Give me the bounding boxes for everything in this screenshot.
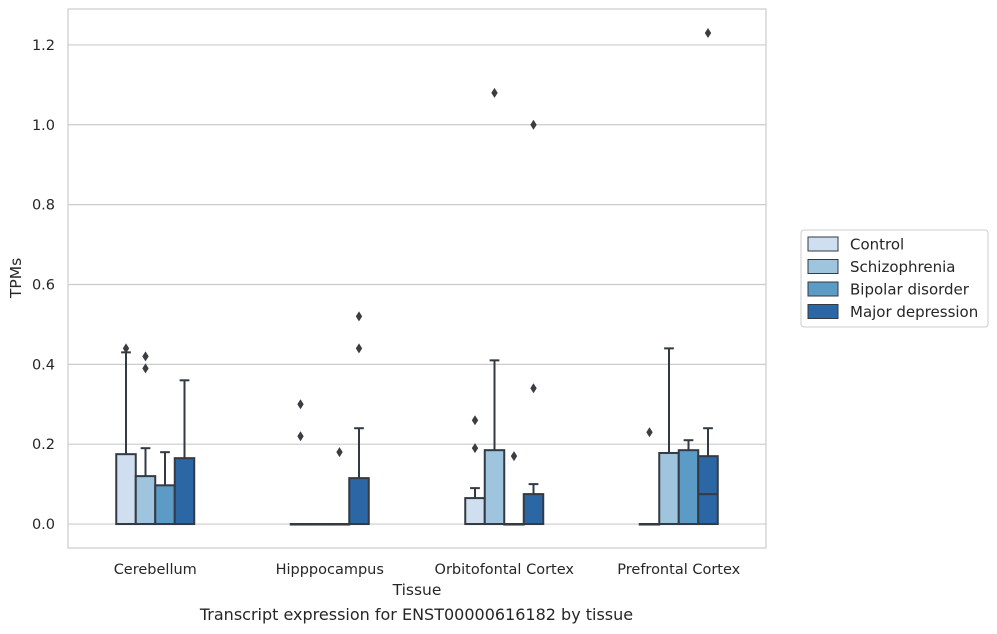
y-tick-label: 0.8 xyxy=(32,198,55,214)
box xyxy=(697,455,719,526)
box xyxy=(658,451,680,526)
outlier-point xyxy=(530,383,537,394)
y-tick-label: 1.2 xyxy=(32,38,55,54)
y-axis-title: TPMs xyxy=(7,258,25,299)
legend-label: Schizophrenia xyxy=(850,258,955,276)
plot-frame xyxy=(67,8,767,549)
legend-swatch xyxy=(807,236,839,252)
box xyxy=(483,449,506,526)
outlier-point xyxy=(355,343,363,354)
x-tick-label: Orbitofontal Cortex xyxy=(435,562,575,578)
x-tick-label: Hipppocampus xyxy=(276,562,384,578)
y-tick-labels: 0.0 0.2 0.4 0.6 0.8 1.0 1.2 xyxy=(32,38,55,533)
legend-swatch xyxy=(807,281,839,297)
outlier-point xyxy=(355,311,363,322)
legend-swatch xyxy=(807,304,839,319)
legend-label: Bipolar disorder xyxy=(850,281,970,299)
legend-label: Control xyxy=(850,236,904,254)
outlier-point xyxy=(530,119,537,130)
y-tick-label: 0.4 xyxy=(32,357,55,373)
outlier-point xyxy=(491,87,498,98)
outlier-point xyxy=(510,451,518,462)
legend-swatch xyxy=(807,259,839,274)
legend-frame xyxy=(800,229,989,328)
outlier-point xyxy=(122,343,130,354)
y-tick-label: 0.6 xyxy=(32,277,55,293)
outlier-point xyxy=(704,27,712,38)
outlier-point xyxy=(471,443,479,454)
figure-caption: Transcript expression for ENST0000061618… xyxy=(199,605,634,624)
y-tick-label: 1.0 xyxy=(32,118,55,134)
box xyxy=(115,453,137,526)
x-axis-title: Tissue xyxy=(392,581,442,599)
outlier-point xyxy=(336,447,343,458)
box xyxy=(677,449,700,526)
outlier-point xyxy=(142,363,149,374)
legend-label: Major depression xyxy=(850,303,978,321)
legend: Control Schizophrenia Bipolar disorder Majo… xyxy=(800,229,989,328)
outlier-point xyxy=(297,399,304,410)
box xyxy=(134,475,157,526)
box xyxy=(348,477,370,526)
outlier-point xyxy=(142,351,149,362)
x-tick-label: Cerebellum xyxy=(114,562,197,578)
x-tick-labels: Cerebellum Hipppocampus Orbitofontal Corte… xyxy=(114,562,741,578)
outlier-point xyxy=(646,427,653,438)
x-tick-label: Prefrontal Cortex xyxy=(617,562,740,578)
box xyxy=(522,493,545,526)
box xyxy=(154,484,176,526)
box xyxy=(464,497,486,526)
y-tick-label: 0.0 xyxy=(32,517,55,533)
box xyxy=(173,457,196,526)
outlier-point xyxy=(297,431,304,442)
y-tick-label: 0.2 xyxy=(32,437,55,453)
outlier-point xyxy=(471,415,479,426)
box-plot-marks xyxy=(115,27,719,526)
